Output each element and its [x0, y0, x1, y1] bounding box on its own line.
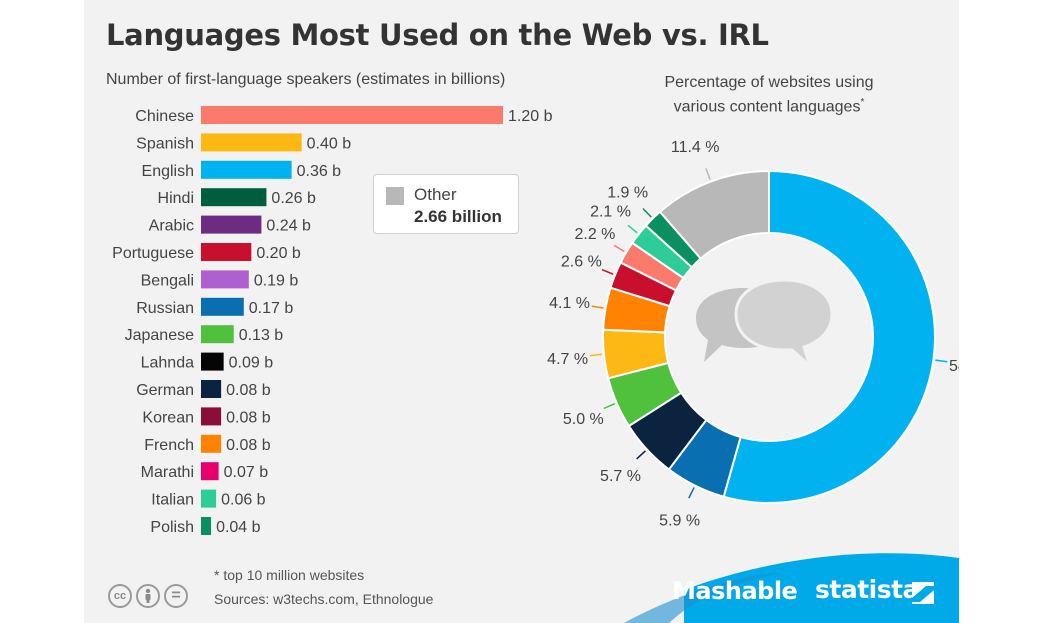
bar-category-label: Lahnda [141, 355, 194, 372]
donut-subtitle-line-2: various content languages [673, 98, 861, 116]
donut-chart-subtitle: Percentage of websites using various con… [624, 73, 914, 117]
bar-chart: Chinese 1.20 b Spanish 0.40 b English 0.36 b H… [112, 106, 553, 536]
donut-value-label: 5.7 % [600, 468, 641, 485]
bar-value-label: 0.36 b [297, 163, 342, 180]
donut-value-label: 2.2 % [574, 226, 615, 243]
donut-leader-line [601, 268, 614, 275]
sources: Sources: w3techs.com, Ethnologue [214, 591, 434, 607]
donut-value-label: 2.6 % [561, 254, 602, 271]
bar-category-label: Hindi [158, 190, 194, 207]
bar-chart-subtitle: Number of first-language speakers (estim… [106, 71, 506, 88]
bar [201, 434, 222, 453]
donut-value-label: 54.4 % [949, 358, 959, 375]
donut-slice [722, 169, 936, 504]
mashable-logo: Mashable [672, 577, 798, 605]
bar-category-label: Arabic [149, 218, 194, 235]
bar-category-label: Korean [142, 409, 194, 426]
bar-value-label: 0.08 b [226, 409, 271, 426]
bar-category-label: Spanish [136, 135, 194, 152]
bar-value-label: 0.24 b [266, 218, 311, 235]
bar-category-label: Polish [150, 519, 194, 536]
donut-leader-line [705, 168, 711, 180]
bar [201, 462, 219, 481]
bar-category-label: Russian [136, 300, 194, 317]
chart-title: Languages Most Used on the Web vs. IRL [106, 18, 769, 52]
bar [201, 352, 224, 371]
attribution-icon [136, 584, 160, 608]
bar-category-label: Japanese [125, 327, 194, 344]
attribution-person-glyph [145, 588, 151, 603]
bar-value-label: 0.08 b [226, 437, 271, 454]
bar [201, 407, 222, 426]
donut-leader-line [589, 353, 602, 357]
bar [201, 270, 249, 289]
bar [201, 160, 292, 179]
bar-category-label: English [142, 163, 194, 180]
bar-category-label: Bengali [141, 272, 194, 289]
no-derivatives-icon: = [164, 584, 188, 608]
bar-value-label: 0.26 b [271, 190, 316, 207]
bar-value-label: 0.08 b [226, 382, 271, 399]
bar-category-label: German [136, 382, 194, 399]
donut-value-label: 2.1 % [590, 203, 631, 220]
donut-leader-line [613, 244, 625, 253]
bar-category-label: French [144, 437, 194, 454]
donut-leader-line [935, 359, 948, 363]
donut-leader-line [591, 305, 604, 309]
bar [201, 215, 262, 234]
donut-leader-line [603, 403, 616, 410]
bar-value-label: 1.20 b [508, 108, 553, 125]
donut-chart: 54.4 % 5.9 % 5.7 % 5.0 % 4.7 % 4.1 % 2.6 % 2.2 … [547, 139, 959, 530]
donut-value-label: 1.9 % [607, 184, 648, 201]
bar [201, 517, 212, 535]
donut-value-label: 4.7 % [547, 351, 588, 368]
bar-value-label: 0.40 b [307, 135, 352, 152]
bar-value-label: 0.20 b [256, 245, 301, 262]
bar-value-label: 0.19 b [254, 272, 299, 289]
other-speakers-box: Other 2.66 billion [373, 174, 519, 234]
donut-leader-line [636, 450, 646, 460]
bar [201, 243, 252, 261]
bar-category-label: Italian [151, 492, 194, 509]
bar [201, 489, 217, 508]
other-value: 2.66 billion [414, 207, 502, 226]
footnote: * top 10 million websites [214, 567, 365, 583]
donut-leader-line [642, 208, 652, 218]
bar-value-label: 0.06 b [221, 492, 266, 509]
bar-category-label: Chinese [135, 108, 194, 125]
infographic-card: Languages Most Used on the Web vs. IRL N… [84, 0, 959, 623]
donut-subtitle-line-1: Percentage of websites using [664, 74, 874, 91]
donut-value-label: 11.4 % [671, 139, 720, 156]
statista-logo: statista [815, 575, 919, 604]
chat-bubbles-icon [696, 278, 834, 371]
footnote-marker: * [860, 97, 865, 108]
bar-value-label: 0.09 b [229, 355, 274, 372]
donut-leader-line [688, 487, 695, 499]
bar [201, 188, 267, 207]
statista-mark-icon [912, 582, 934, 604]
bar [201, 106, 503, 124]
bar-value-label: 0.13 b [239, 327, 284, 344]
bar-category-label: Portuguese [112, 245, 194, 262]
donut-value-label: 5.9 % [659, 513, 700, 530]
donut-leader-line [627, 224, 638, 234]
donut-value-label: 4.1 % [549, 295, 590, 312]
bar [201, 380, 222, 398]
bar-value-label: 0.17 b [249, 300, 294, 317]
donut-slice [658, 169, 770, 260]
brand-band [624, 553, 959, 623]
bar-value-label: 0.04 b [216, 519, 261, 536]
bar-category-label: Marathi [141, 464, 194, 481]
bar-value-label: 0.07 b [224, 464, 269, 481]
donut-value-label: 5.0 % [563, 411, 604, 428]
bar [201, 133, 302, 152]
bar [201, 297, 244, 316]
other-label: Other [414, 185, 457, 204]
cc-icon: cc [108, 584, 132, 608]
other-swatch [386, 187, 404, 205]
bar [201, 325, 234, 344]
